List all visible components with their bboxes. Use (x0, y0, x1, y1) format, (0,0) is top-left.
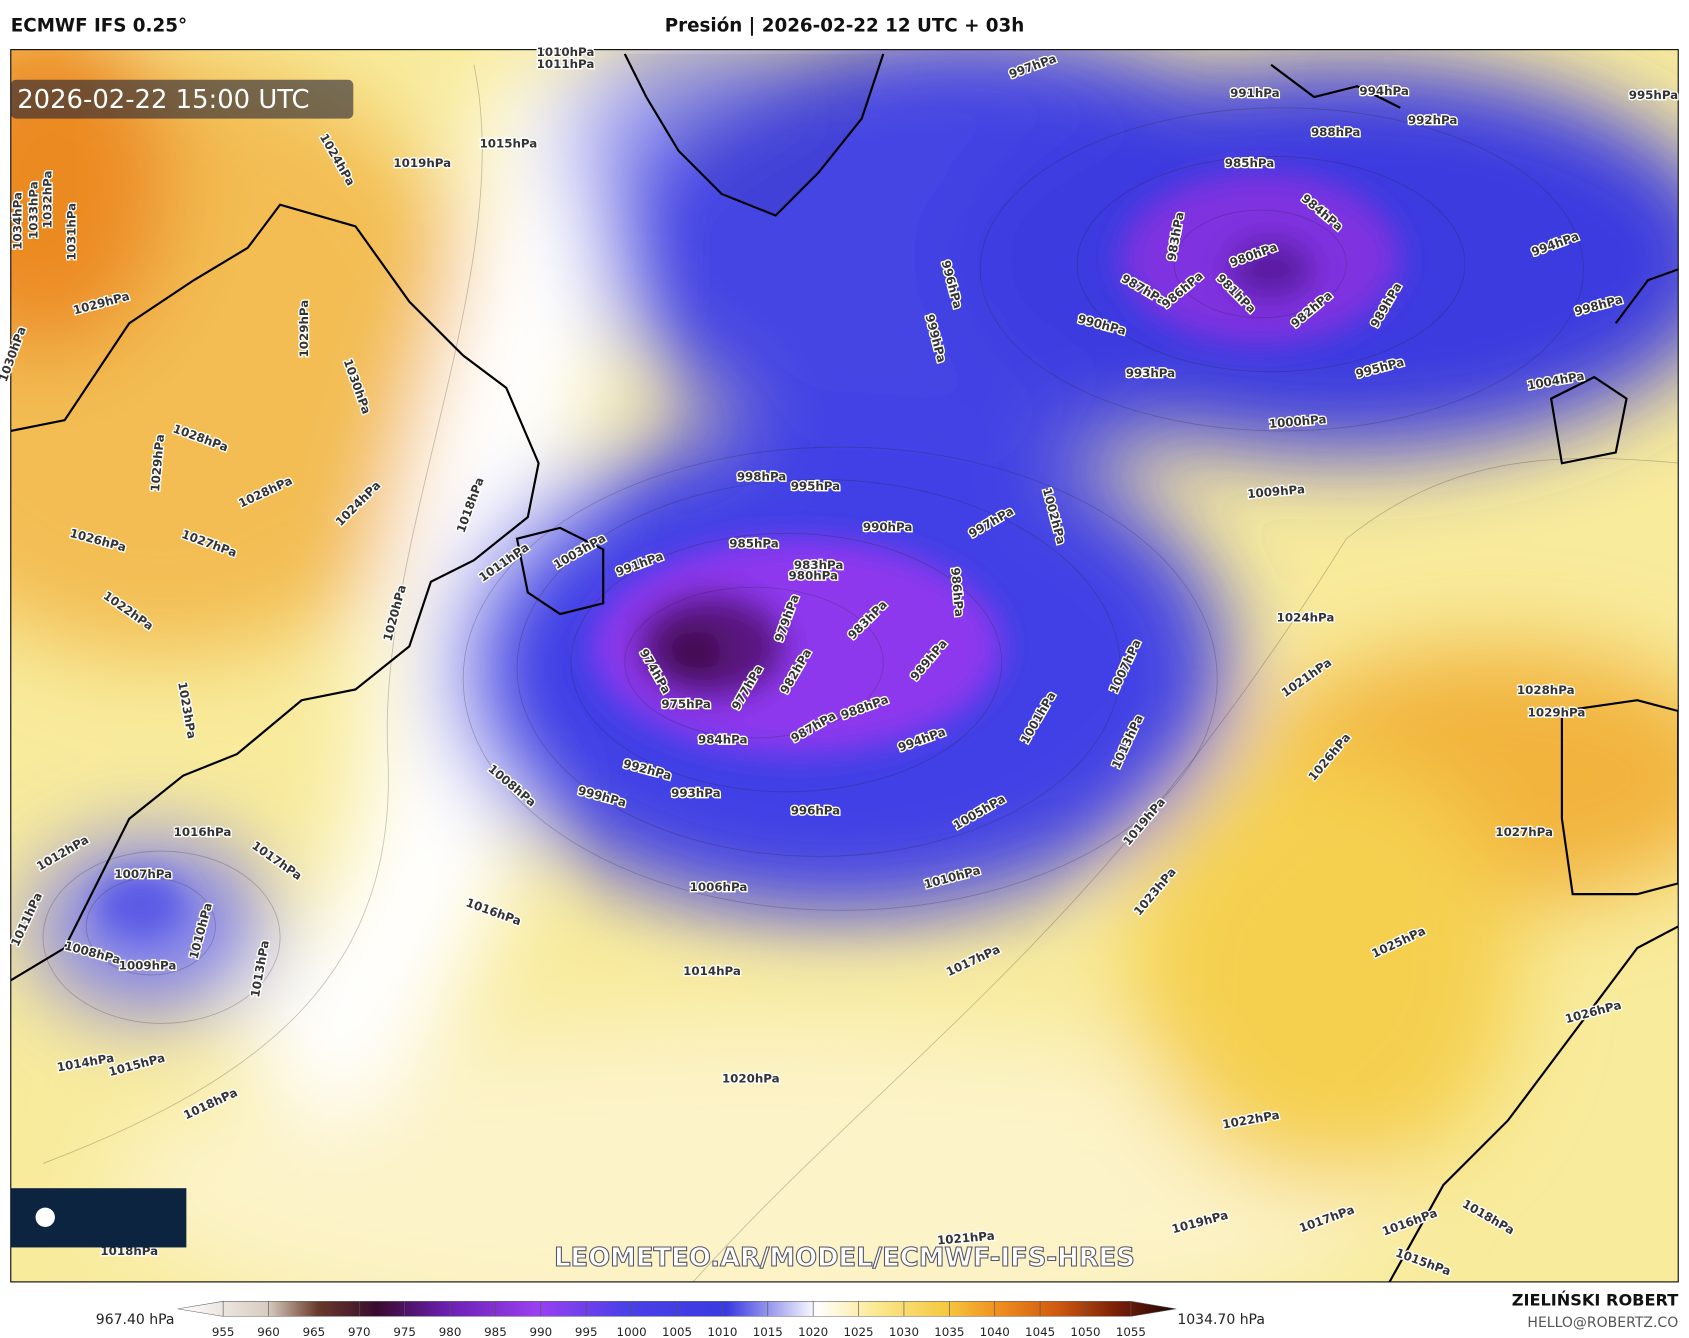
isobar-label: 1029hPa (148, 434, 167, 493)
colorbar-tick-label: 985 (484, 1325, 507, 1338)
colorbar-tick-label: 970 (348, 1325, 371, 1338)
colorbar-tick-label: 1040 (980, 1325, 1010, 1338)
isobar-label: 1014hPa (683, 964, 741, 978)
colorbar-tick-label: 980 (439, 1325, 462, 1338)
isobar-label: 995hPa (1629, 88, 1678, 102)
colorbar-tick-label: 1005 (662, 1325, 692, 1338)
colorbar-tick-label: 965 (303, 1325, 326, 1338)
colorbar-tick-label: 1000 (617, 1325, 647, 1338)
isobar-label: 991hPa (1230, 86, 1279, 100)
isobars (42, 64, 1679, 1282)
colorbar-tick-label: 990 (530, 1325, 553, 1338)
isobar-label: 1032hPa (41, 171, 55, 229)
isobar-label: 995hPa (791, 479, 840, 493)
isobar-label: 983hPa (794, 558, 843, 572)
colorbar-tick-label: 1050 (1070, 1325, 1100, 1338)
colorbar-tick-label: 1015 (753, 1325, 783, 1338)
isobar-label: 998hPa (737, 469, 786, 483)
isobar-label: 985hPa (729, 536, 778, 550)
isobar-label: 1009hPa (1247, 482, 1306, 501)
colorbar-tick-label: 995 (575, 1325, 598, 1338)
low-cores (96, 172, 1401, 938)
isobar-label: 1016hPa (174, 825, 232, 839)
map (10, 49, 1679, 1282)
watermark: LEOMETEO.AR/MODEL/ECMWF-IFS-HRES (554, 1243, 1135, 1273)
isobar-label: 1010hPa (537, 45, 595, 59)
isobar-label: 1006hPa (690, 880, 748, 894)
isobar-label: 980hPa (789, 569, 838, 583)
isobar-label: 988hPa (1311, 125, 1360, 139)
isobar-label: 1024hPa (1277, 611, 1335, 625)
isobar-label: 1034hPa (11, 192, 25, 250)
isobar-label: 1031hPa (64, 203, 78, 261)
isobar-label: 1033hPa (27, 181, 41, 239)
colorbar-ticks: 955 960 965 970 975 980 985 990 995 1000 1005 1010 1… (212, 1301, 1146, 1338)
isobar-label: 984hPa (698, 732, 747, 746)
isobar-label: 994hPa (1359, 84, 1408, 98)
isobar-label: 1029hPa (297, 300, 311, 358)
valid-time: 2026-02-22 15:00 UTC (17, 85, 309, 115)
isobar-label: 1015hPa (480, 137, 538, 151)
isobar-label: 990hPa (863, 520, 912, 534)
colorbar-tick-label: 1020 (798, 1325, 828, 1338)
author-name: ZIELIŃSKI ROBERT (1512, 1291, 1678, 1310)
isobar-label: 1028hPa (1517, 683, 1575, 697)
map-title: Presión | 2026-02-22 12 UTC + 03h (665, 15, 1025, 36)
logo-icon (35, 1207, 55, 1227)
colorbar-min: 967.40 hPa (96, 1312, 175, 1328)
isobar-label: 1029hPa (1528, 705, 1586, 719)
isobar-label: 996hPa (791, 803, 840, 817)
colorbar-tick-label: 1035 (934, 1325, 964, 1338)
colorbar-tick-label: 960 (257, 1325, 280, 1338)
colorbar-tick-label: 1055 (1116, 1325, 1146, 1338)
map-frame (10, 49, 1679, 1283)
isobar-label: 1009hPa (119, 959, 177, 973)
colorbar-tick-label: 975 (393, 1325, 416, 1338)
isobar-label: 1007hPa (114, 867, 172, 881)
isobar-label: 993hPa (1126, 366, 1175, 380)
colorbar-max: 1034.70 hPa (1177, 1312, 1265, 1328)
isobar-label: 1021hPa (937, 1229, 996, 1248)
isobar-label: 986hPa (948, 567, 966, 617)
author-email: HELLO@ROBERTZ.CO (1527, 1315, 1678, 1331)
isobar-label: 985hPa (1225, 156, 1274, 170)
colorbar-tick-label: 1025 (843, 1325, 873, 1338)
isobar-label: 975hPa (661, 697, 710, 711)
time-badge (10, 79, 354, 119)
colorbar-tick-label: 1010 (707, 1325, 737, 1338)
isobar-label: 1020hPa (722, 1072, 780, 1086)
isobar-label: 1027hPa (1495, 825, 1553, 839)
isobar-label: 993hPa (671, 786, 720, 800)
isobar-label: 1011hPa (537, 57, 595, 71)
isobar-label: 1000hPa (1268, 412, 1327, 431)
model-name: ECMWF IFS 0.25° (11, 15, 187, 36)
colorbar-tick-label: 1030 (889, 1325, 919, 1338)
isobar-label: 992hPa (1408, 113, 1457, 127)
isobar-label: 1019hPa (393, 156, 451, 170)
coastlines (10, 53, 1679, 1282)
colorbar-tick-label: 955 (212, 1325, 235, 1338)
colorbar-tick-label: 1045 (1025, 1325, 1055, 1338)
